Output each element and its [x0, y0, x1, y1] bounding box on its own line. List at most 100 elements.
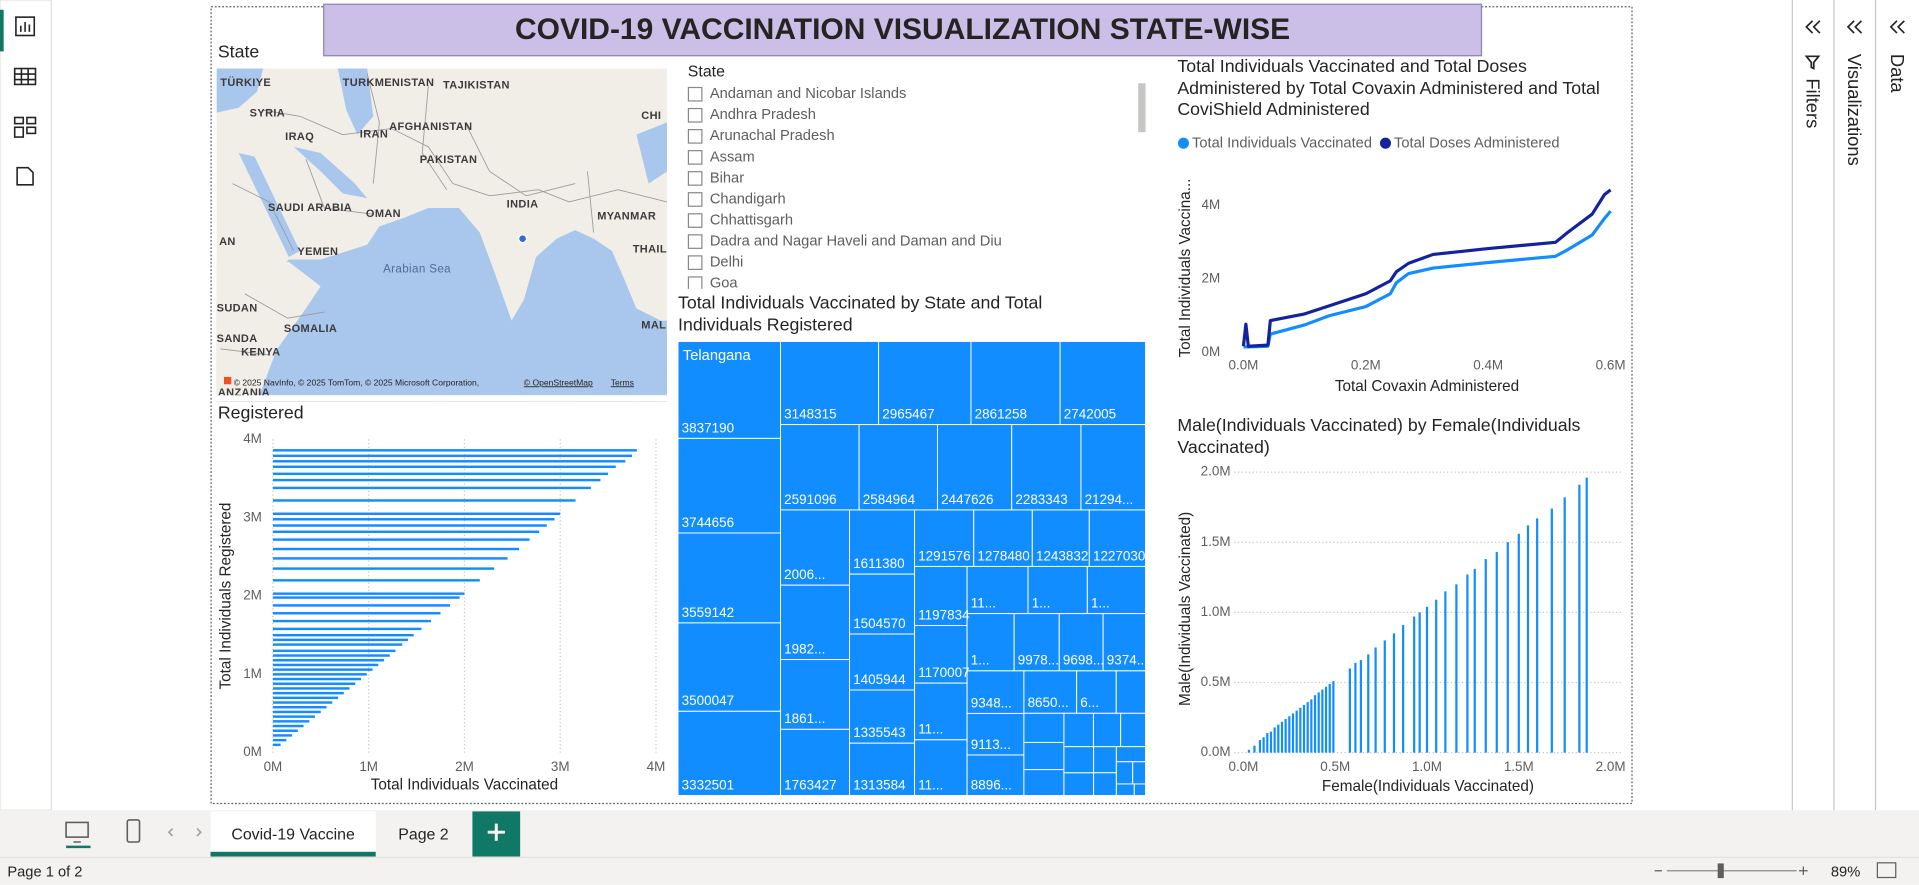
treemap-cell[interactable] — [1133, 783, 1147, 796]
slicer-item[interactable]: Chandigarh — [710, 191, 786, 207]
bar — [272, 633, 414, 637]
treemap-cell[interactable] — [1115, 746, 1147, 763]
map-terms-link[interactable]: Terms — [611, 377, 634, 387]
report-icon[interactable] — [15, 16, 36, 37]
page-tab[interactable]: Covid-19 Vaccine — [231, 824, 355, 844]
treemap-cell[interactable] — [1023, 712, 1065, 743]
treemap-cell[interactable] — [677, 437, 781, 534]
treemap-cell[interactable] — [1092, 712, 1122, 748]
slicer-checkbox[interactable] — [687, 255, 703, 270]
data-expand-icon[interactable] — [1889, 20, 1905, 34]
treemap-cell[interactable] — [1063, 772, 1095, 796]
treemap-cell[interactable] — [1011, 424, 1082, 511]
slicer-checkbox[interactable] — [687, 171, 703, 186]
treemap-cell[interactable] — [1120, 712, 1147, 748]
treemap-cell[interactable] — [677, 622, 781, 712]
slicer-item[interactable]: Bihar — [710, 170, 744, 186]
treemap-cell[interactable] — [1027, 565, 1088, 615]
treemap-cell[interactable] — [966, 754, 1025, 796]
slicer-checkbox[interactable] — [687, 276, 703, 290]
treemap-cell[interactable] — [1093, 772, 1117, 796]
visualizations-pane-label[interactable]: Visualizations — [1843, 53, 1864, 166]
treemap-cell[interactable] — [1115, 670, 1147, 714]
treemap-cell[interactable] — [966, 565, 1029, 615]
treemap-cell[interactable] — [849, 633, 916, 691]
table-icon[interactable] — [13, 67, 37, 86]
dax-icon[interactable] — [16, 166, 34, 186]
slicer-item[interactable]: Delhi — [710, 255, 743, 271]
treemap-cell[interactable] — [970, 340, 1061, 426]
treemap-cell[interactable] — [914, 509, 975, 567]
legend-marker — [1177, 137, 1189, 149]
prev-page-arrow[interactable] — [167, 827, 174, 837]
bar — [1383, 640, 1386, 753]
desktop-layout-icon[interactable] — [65, 821, 89, 843]
treemap-cell[interactable] — [973, 509, 1033, 567]
treemap-cell[interactable] — [1115, 761, 1134, 785]
zoom-in[interactable] — [1799, 866, 1808, 876]
zoom-thumb[interactable] — [1717, 863, 1724, 879]
treemap-cell[interactable] — [914, 624, 968, 684]
treemap-cell[interactable] — [1058, 613, 1104, 672]
slicer-item[interactable]: Andaman and Nicobar Islands — [710, 86, 907, 102]
slicer-checkbox[interactable] — [687, 107, 703, 123]
treemap-cell[interactable] — [858, 424, 938, 511]
treemap-cell[interactable] — [1115, 783, 1135, 796]
treemap-cell[interactable] — [780, 728, 851, 796]
treemap-cell[interactable] — [1093, 746, 1117, 774]
visualizations-expand-icon[interactable] — [1846, 20, 1863, 34]
treemap-cell[interactable] — [1102, 613, 1147, 672]
treemap-cell[interactable] — [878, 340, 972, 426]
bar — [272, 604, 451, 607]
treemap-cell[interactable] — [1023, 741, 1065, 771]
treemap-cell[interactable] — [780, 509, 851, 586]
fit-to-page[interactable] — [1876, 862, 1897, 879]
slicer-item[interactable]: Assam — [710, 149, 755, 165]
treemap-cell[interactable] — [936, 424, 1013, 511]
treemap-cell[interactable] — [1063, 746, 1095, 774]
bar — [272, 696, 339, 700]
treemap-cell[interactable] — [677, 710, 781, 796]
slicer-item[interactable]: Arunachal Pradesh — [710, 128, 835, 144]
data-pane-label[interactable]: Data — [1885, 53, 1907, 93]
treemap-cell[interactable] — [849, 573, 916, 635]
treemap-cell[interactable] — [1076, 670, 1117, 714]
map-bubble[interactable] — [518, 234, 528, 244]
map-label: AN — [219, 236, 236, 248]
treemap-cell[interactable] — [849, 742, 916, 796]
slicer-checkbox[interactable] — [687, 128, 703, 144]
treemap-cell[interactable] — [966, 613, 1015, 672]
treemap-cell[interactable] — [1059, 340, 1147, 426]
slicer-checkbox[interactable] — [687, 213, 703, 228]
next-page-arrow[interactable] — [196, 827, 202, 837]
treemap-cell[interactable] — [780, 340, 880, 426]
model-icon[interactable] — [13, 116, 37, 138]
treemap-cell[interactable] — [677, 532, 781, 624]
treemap-cell[interactable] — [1023, 670, 1078, 714]
slicer-scrollbar[interactable] — [1138, 83, 1146, 133]
slicer-item[interactable]: Chhattisgarh — [710, 212, 793, 228]
treemap-cell[interactable] — [1063, 712, 1094, 748]
slicer-item[interactable]: Andhra Pradesh — [710, 107, 816, 123]
bar — [1359, 660, 1363, 753]
slicer-item[interactable]: Dadra and Nagar Haveli and Daman and Diu — [710, 233, 1002, 249]
filters-expand-icon[interactable] — [1805, 20, 1821, 34]
slicer-checkbox[interactable] — [687, 192, 703, 207]
map-osm-link[interactable]: © OpenStreetMap — [524, 377, 593, 387]
active-tab[interactable] — [210, 811, 376, 857]
treemap-cell[interactable] — [780, 584, 851, 661]
slicer-checkbox[interactable] — [687, 234, 703, 249]
mobile-layout-icon[interactable] — [126, 819, 141, 843]
treemap-cell[interactable] — [849, 509, 916, 575]
slicer-checkbox[interactable] — [687, 86, 703, 102]
treemap-cell[interactable] — [914, 739, 968, 796]
treemap-cell[interactable] — [914, 565, 968, 626]
slicer-checkbox[interactable] — [687, 150, 703, 165]
slicer-item[interactable]: Goa — [710, 276, 739, 292]
treemap-cell[interactable] — [780, 424, 860, 511]
treemap-cell[interactable] — [1023, 769, 1065, 796]
page-tab[interactable]: Page 2 — [398, 824, 449, 844]
filters-pane-label[interactable]: Filters — [1801, 78, 1823, 129]
treemap-cell[interactable] — [1132, 761, 1147, 785]
